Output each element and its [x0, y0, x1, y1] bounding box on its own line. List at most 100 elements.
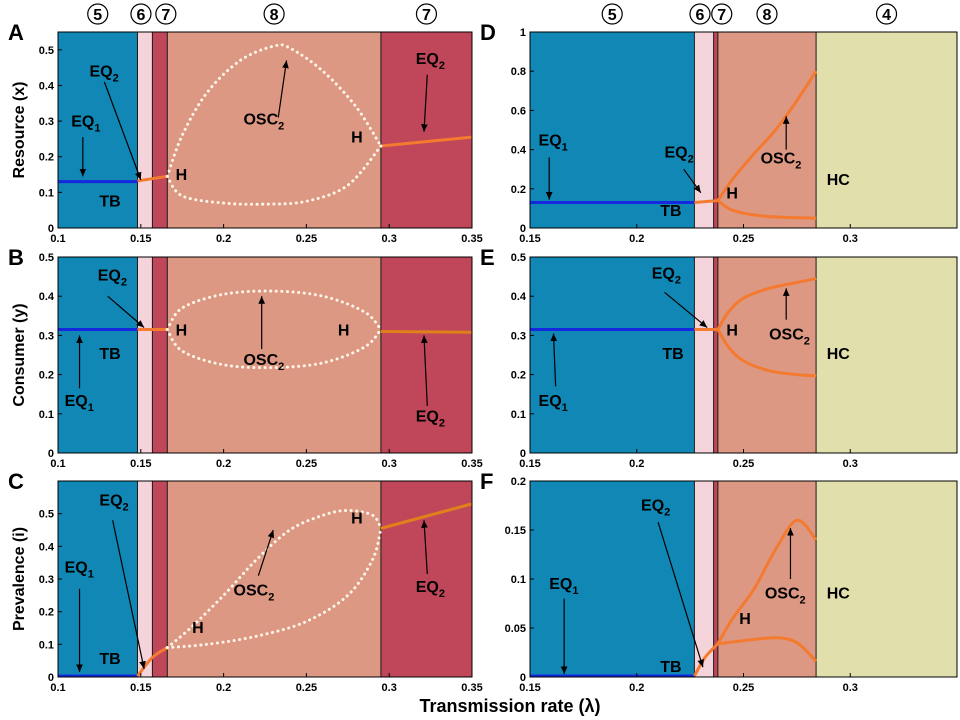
region-number-circle: [756, 3, 778, 25]
unstable-branch: [165, 144, 383, 206]
stable-branch: [136, 646, 169, 677]
annotation-label: OSC2: [765, 586, 806, 607]
y-tick-label: 0.2: [39, 607, 54, 619]
x-tick-label: 0.35: [461, 458, 482, 470]
y-tick-label: 0.1: [39, 187, 54, 199]
annotation-label: TB: [660, 659, 681, 676]
annotation-label: H: [351, 510, 363, 527]
y-tick-label: 0.3: [39, 116, 54, 128]
region-number-circle: [415, 3, 438, 25]
x-tick-label: 0.3: [843, 458, 858, 470]
y-tick-label: 0.6: [511, 105, 526, 117]
region-band: [58, 32, 138, 228]
x-tick-label: 0.25: [733, 682, 754, 694]
annotation-label: HC: [827, 172, 851, 189]
annotation-arrow: [420, 335, 428, 406]
region-number-circle: [155, 3, 177, 25]
region-band: [167, 257, 381, 453]
annotation-label: EQ2: [652, 266, 681, 287]
region-number: 5: [93, 7, 102, 24]
x-tick-label: 0.35: [461, 233, 482, 245]
panel-C: 0.1 0.15 0.2 0.25 0.3 0.3500.10.20.30.40.5Pre…: [8, 469, 483, 694]
annotation-arrow: [277, 60, 289, 118]
annotation-label: OSC2: [769, 326, 810, 347]
region-number-circle: [130, 3, 152, 25]
region-number: 6: [136, 7, 145, 24]
region-number: 7: [161, 7, 170, 24]
x-tick-label: 0.25: [733, 458, 754, 470]
stable-branch: [716, 199, 817, 220]
annotation-label: EQ1: [539, 393, 568, 414]
annotation-label: H: [351, 129, 363, 146]
x-tick-label: 0.3: [843, 682, 858, 694]
x-tick-label: 0.3: [382, 233, 397, 245]
stable-branch: [716, 70, 818, 202]
region-band: [530, 32, 695, 228]
y-axis-label: Prevalence (i): [11, 527, 28, 631]
y-tick-label: 0.5: [39, 252, 54, 264]
region-band: [816, 32, 957, 228]
annotation-label: EQ2: [416, 409, 445, 430]
region-number-circle: [601, 3, 623, 25]
plot-frame: [57, 31, 473, 229]
region-band: [380, 481, 472, 677]
region-number-circle: [711, 3, 733, 25]
stable-branch: [380, 329, 473, 334]
region-band: [152, 32, 168, 228]
y-tick-label: 0.2: [511, 476, 526, 488]
annotation-label: EQ2: [416, 51, 445, 72]
x-tick-label: 0.15: [519, 233, 540, 245]
y-tick-label: 0: [48, 223, 54, 235]
region-number: 5: [608, 7, 617, 24]
region-band: [137, 481, 153, 677]
panel-letter: D: [480, 20, 496, 45]
x-tick-label: 0.15: [130, 458, 151, 470]
region-band: [58, 257, 138, 453]
stable-branch: [693, 642, 719, 677]
annotation-arrow: [421, 520, 428, 575]
x-tick-label: 0.35: [461, 682, 482, 694]
annotation-label: EQ1: [65, 393, 94, 414]
x-tick-label: 0.2: [629, 233, 644, 245]
region-band: [530, 257, 695, 453]
region-band: [816, 481, 957, 677]
y-tick-label: 0.2: [511, 184, 526, 196]
annotation-label: TB: [99, 346, 120, 363]
annotation-label: EQ1: [65, 559, 94, 580]
panel-E: 0.15 0.2 0.25 0.3 0 0.1 0.2 0.3 0.4 0.5 E EQ1 EQ2 TB H…: [480, 245, 958, 470]
y-axis-label: Consumer (y): [11, 303, 28, 406]
annotation-label: EQ1: [71, 113, 100, 134]
stable-branch: [716, 328, 817, 378]
y-tick-label: 0: [48, 672, 54, 684]
annotation-label: TB: [660, 203, 681, 220]
x-tick-label: 0.25: [296, 682, 317, 694]
region-band: [58, 481, 138, 677]
region-number-circle: [263, 3, 285, 25]
annotation-label: H: [176, 322, 188, 339]
stable-branch: [380, 135, 473, 148]
y-tick-label: 0: [48, 448, 54, 460]
x-tick-label: 0.2: [216, 233, 231, 245]
panel-F: 0.15 0.2 0.25 0.3 0 0.05 0.1 0.15 0.2 F EQ1 EQ2 TB HO…: [480, 469, 958, 694]
annotation-arrow: [103, 81, 142, 181]
panel-letter: E: [480, 245, 495, 270]
y-tick-label: 0.1: [511, 574, 526, 586]
panels: 5 6 7 8 70.1 0.15 0.2 0.25 0.3 0.3500.10.20.30.40…: [8, 3, 958, 694]
y-tick-label: 0: [520, 672, 526, 684]
stable-branch: [716, 518, 818, 645]
y-axis-label: Resource (x): [11, 82, 28, 179]
x-tick-label: 0.15: [130, 682, 151, 694]
region-number: 7: [422, 7, 431, 24]
annotation-label: EQ2: [665, 144, 694, 165]
annotation-label: TB: [99, 194, 120, 211]
y-tick-label: 0.1: [39, 639, 54, 651]
panel-A: 5 6 7 8 70.1 0.15 0.2 0.25 0.3 0.3500.10.20.30.40…: [8, 3, 483, 245]
region-band: [713, 32, 718, 228]
x-tick-label: 0.25: [733, 233, 754, 245]
annotation-label: HC: [827, 586, 851, 603]
region-band: [530, 481, 695, 677]
annotation-label: TB: [662, 346, 683, 363]
x-tick-label: 0.1: [50, 682, 65, 694]
panel-B: 0.1 0.15 0.2 0.25 0.3 0.3500.10.20.30.40.5Con…: [8, 245, 483, 470]
